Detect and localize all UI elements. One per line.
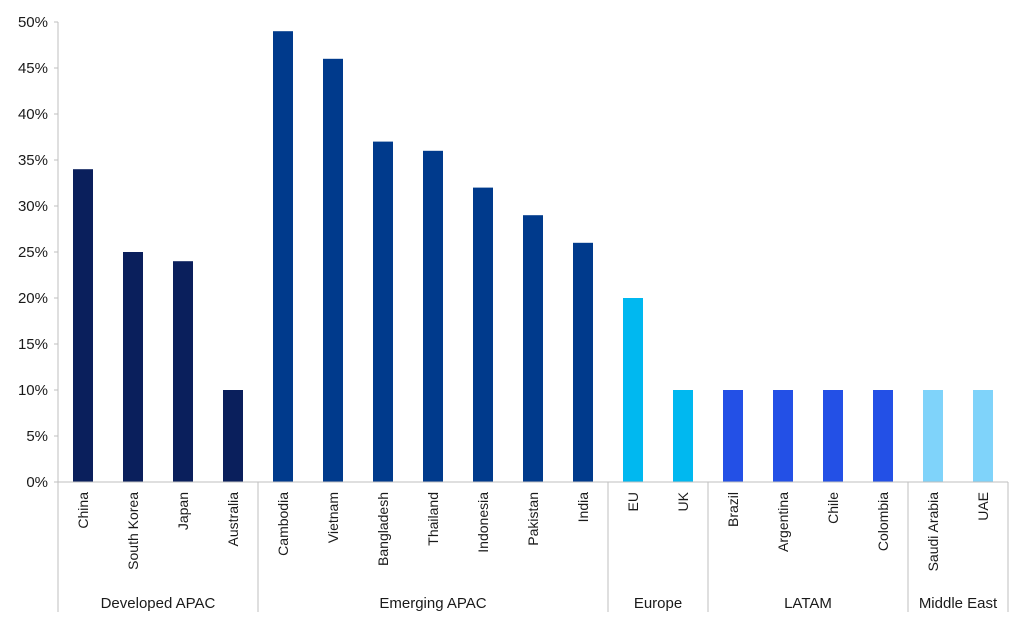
bar-eu xyxy=(623,298,643,482)
bar-thailand xyxy=(423,150,443,483)
group-label: Middle East xyxy=(919,595,998,612)
category-label: Cambodia xyxy=(275,492,291,556)
y-tick-label: 10% xyxy=(18,382,48,399)
category-label: UK xyxy=(675,491,691,511)
bar-bangladesh xyxy=(373,141,393,482)
bar-uae xyxy=(973,390,993,482)
bar-uk xyxy=(673,390,693,482)
category-label: Thailand xyxy=(425,492,441,546)
category-label: Japan xyxy=(175,492,191,530)
bar-south-korea xyxy=(123,252,143,482)
category-label: China xyxy=(75,492,91,529)
y-tick-label: 35% xyxy=(18,152,48,169)
y-tick-label: 0% xyxy=(26,474,48,491)
category-label: Bangladesh xyxy=(375,492,391,566)
bar-china xyxy=(73,169,93,482)
bar-india xyxy=(573,242,593,482)
y-axis: 0% 5% 10% 15% 20% 25% 30% 35% 40% 45% 50% xyxy=(18,14,59,491)
bar-brazil xyxy=(723,390,743,482)
bar-indonesia xyxy=(473,187,493,482)
group-label: Emerging APAC xyxy=(379,595,486,612)
bar-cambodia xyxy=(273,31,293,482)
category-label: Chile xyxy=(825,492,841,524)
bar-australia xyxy=(223,390,243,482)
bar-argentina xyxy=(773,390,793,482)
category-label: Australia xyxy=(225,492,241,547)
y-tick-label: 50% xyxy=(18,14,48,31)
bar-vietnam xyxy=(323,58,343,483)
bars xyxy=(73,31,993,483)
bar-japan xyxy=(173,261,193,482)
category-label: Indonesia xyxy=(475,492,491,553)
bar-pakistan xyxy=(523,215,543,482)
y-tick-label: 15% xyxy=(18,336,48,353)
category-label: Argentina xyxy=(775,492,791,552)
y-tick-label: 40% xyxy=(18,106,48,123)
y-tick-label: 20% xyxy=(18,290,48,307)
y-tick-label: 25% xyxy=(18,244,48,261)
bar-colombia xyxy=(873,390,893,482)
category-label: South Korea xyxy=(125,492,141,570)
category-label: Saudi Arabia xyxy=(925,492,941,572)
category-label: Brazil xyxy=(725,492,741,527)
category-label: EU xyxy=(625,492,641,511)
y-tick-label: 5% xyxy=(26,428,48,445)
bar-chile xyxy=(823,390,843,482)
category-label: UAE xyxy=(975,492,991,521)
category-label: Vietnam xyxy=(325,492,341,543)
bar-saudi-arabia xyxy=(923,390,943,482)
x-axis: China South Korea Japan Australia Cambodia Vi… xyxy=(57,481,1009,612)
category-label: India xyxy=(575,492,591,523)
y-tick-label: 45% xyxy=(18,60,48,77)
group-label: Developed APAC xyxy=(101,595,216,612)
group-label: Europe xyxy=(634,595,682,612)
y-tick-label: 30% xyxy=(18,198,48,215)
category-label: Colombia xyxy=(875,492,891,551)
group-label: LATAM xyxy=(784,595,832,612)
category-label: Pakistan xyxy=(525,492,541,546)
